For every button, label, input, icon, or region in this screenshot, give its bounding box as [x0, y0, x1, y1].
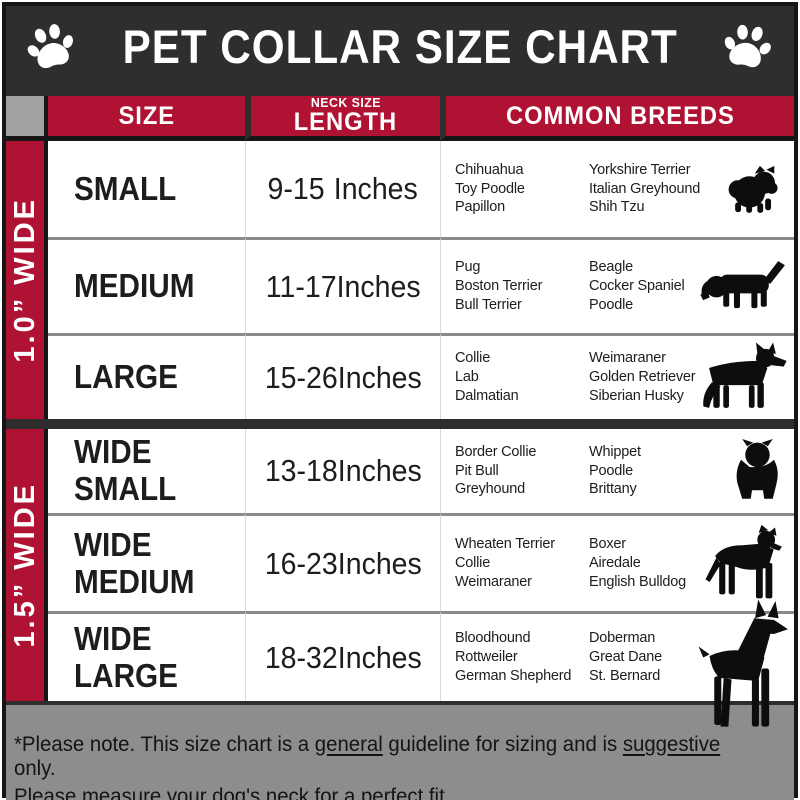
corner-cell [6, 96, 48, 141]
size-cell-large: LARGE [48, 333, 245, 419]
breed-list: Weimaraner Golden Retriever Siberian Hus… [589, 350, 696, 404]
beagle-silhouette-icon [700, 258, 788, 315]
page-title: PET COLLAR SIZE CHART [122, 20, 678, 74]
breed-list: Chihuahua Toy Poodle Papillon [455, 161, 525, 216]
length-cell-small: 9-15 Inches [245, 141, 440, 237]
fluffy-small-dog-silhouette-icon [726, 163, 788, 215]
breeds-cell-medium: Pug Boston Terrier Bull Terrier Beagle C… [440, 237, 794, 333]
breeds-cell-wide-small: Border Collie Pit Bull Greyhound Whippet… [440, 429, 794, 513]
german-shepherd-silhouette-icon [692, 341, 788, 414]
breeds-cell-wide-large: Bloodhound Rottweiler German Shepherd Do… [440, 599, 794, 727]
bulldog-silhouette-icon [730, 438, 788, 504]
breed-list: Border Collie Pit Bull Greyhound [455, 443, 537, 498]
breed-list: Boxer Airedale English Bulldog [589, 536, 686, 590]
breed-list: Collie Lab Dalmatian [455, 350, 519, 404]
breeds-cell-wide-medium: Wheaten Terrier Collie Weimaraner Boxer … [440, 513, 794, 611]
section-label-1-inch-wide: 1.0” WIDE [6, 141, 48, 419]
note-line-2: Please measure your dog's neck for a per… [14, 785, 445, 800]
breeds-cell-large: Collie Lab Dalmatian Weimaraner Golden R… [440, 333, 794, 419]
footer-note: *Please note. This size chart is a gener… [6, 701, 794, 800]
length-cell-wide-medium: 16-23 Inches [245, 513, 440, 611]
size-cell-wide-large: WIDE LARGE [48, 611, 245, 701]
breed-list: Whippet Poodle Brittany [589, 443, 641, 498]
length-cell-wide-small: 13-18 Inches [245, 429, 440, 513]
breed-list: Wheaten Terrier Collie Weimaraner [455, 536, 555, 590]
pit-bull-silhouette-icon [696, 524, 788, 604]
underlined-word: suggestive [622, 733, 721, 756]
size-cell-small: SMALL [48, 141, 245, 237]
breeds-cell-small: Chihuahua Toy Poodle Papillon Yorkshire … [440, 141, 794, 237]
column-header-neck-size-length: NECK SIZE LENGTH [245, 95, 440, 141]
note-line-1: *Please note. This size chart is a gener… [14, 733, 726, 780]
length-cell-large: 15-26 Inches [245, 333, 440, 419]
length-cell-wide-large: 18-32 Inches [245, 611, 440, 701]
size-cell-wide-small: WIDE SMALL [48, 429, 245, 513]
length-cell-medium: 11-17 Inches [245, 237, 440, 333]
paw-icon [27, 24, 74, 69]
column-header-common-breeds: COMMON BREEDS [440, 96, 794, 141]
breed-list: Yorkshire Terrier Italian Greyhound Shih… [589, 161, 701, 216]
section-divider [6, 419, 794, 429]
title-bar: PET COLLAR SIZE CHART [6, 6, 794, 96]
size-cell-medium: MEDIUM [48, 237, 245, 333]
column-header-size: SIZE [48, 96, 245, 141]
size-cell-wide-medium: WIDE MEDIUM [48, 513, 245, 611]
paw-icon [724, 24, 771, 68]
section-label-1-5-inch-wide: 1.5” WIDE [6, 429, 48, 701]
breed-list: Pug Boston Terrier Bull Terrier [455, 259, 543, 313]
underlined-word: general [314, 733, 383, 756]
breed-list: Bloodhound Rottweiler German Shepherd [455, 630, 572, 684]
size-chart-table: SIZE NECK SIZE LENGTH COMMON BREEDS 1.0”… [6, 95, 794, 727]
breed-list: Doberman Great Dane St. Bernard [589, 630, 662, 684]
breed-list: Beagle Cocker Spaniel Poodle [589, 259, 685, 313]
doberman-silhouette-icon [686, 599, 788, 749]
